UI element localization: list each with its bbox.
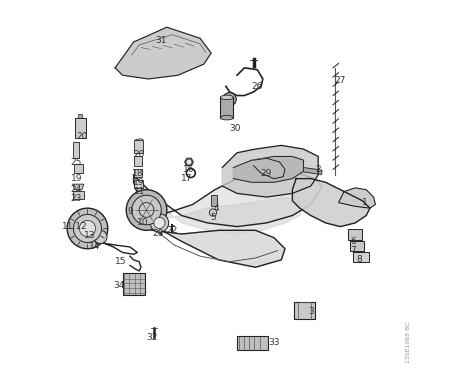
Text: 9: 9 (127, 207, 133, 217)
Bar (134, 140, 143, 153)
Text: 19: 19 (71, 174, 82, 183)
Bar (134, 180, 143, 188)
Text: 32: 32 (146, 333, 158, 342)
Text: 4: 4 (214, 203, 219, 213)
Ellipse shape (220, 115, 233, 120)
Text: 17: 17 (182, 174, 193, 183)
Circle shape (67, 208, 108, 249)
Text: 34: 34 (113, 281, 125, 290)
Text: 25: 25 (71, 157, 82, 167)
Bar (74, 164, 83, 173)
Text: 7: 7 (350, 246, 356, 255)
Circle shape (154, 217, 165, 228)
Text: 16: 16 (183, 165, 195, 174)
Circle shape (79, 220, 96, 237)
Circle shape (73, 214, 101, 243)
Polygon shape (254, 158, 285, 179)
Bar (220, 97, 233, 118)
Ellipse shape (220, 95, 233, 100)
Text: 15: 15 (115, 257, 127, 266)
Text: 13: 13 (83, 231, 95, 240)
Circle shape (150, 214, 169, 232)
Text: 13SE1068 BC: 13SE1068 BC (406, 322, 410, 363)
Polygon shape (145, 223, 285, 267)
Text: 30: 30 (229, 124, 241, 133)
Circle shape (126, 190, 167, 230)
Bar (73, 142, 79, 158)
Text: 19: 19 (133, 178, 145, 187)
Text: 11,12: 11,12 (62, 222, 87, 231)
Polygon shape (292, 179, 370, 227)
Circle shape (186, 159, 192, 165)
Polygon shape (222, 145, 318, 197)
Circle shape (223, 93, 236, 106)
Polygon shape (141, 182, 303, 234)
Text: 24: 24 (71, 185, 82, 194)
Text: 28: 28 (152, 230, 164, 238)
Polygon shape (73, 184, 84, 190)
Circle shape (210, 209, 217, 216)
Text: 14: 14 (89, 243, 100, 251)
Circle shape (94, 230, 107, 244)
Text: 27: 27 (335, 76, 346, 85)
Circle shape (139, 203, 154, 217)
Bar (353, 253, 369, 262)
Polygon shape (233, 157, 303, 182)
Text: 18: 18 (132, 169, 143, 177)
Text: 23: 23 (71, 195, 82, 203)
Bar (134, 169, 142, 177)
Text: 6: 6 (350, 237, 356, 246)
Bar (134, 157, 142, 166)
Bar (123, 273, 145, 295)
Text: 3: 3 (308, 307, 314, 316)
Text: 33: 33 (268, 339, 280, 347)
Bar (350, 241, 365, 251)
Bar (73, 191, 84, 199)
Text: 29: 29 (261, 169, 272, 177)
Text: 2: 2 (315, 165, 321, 174)
Text: 8: 8 (356, 255, 362, 264)
Circle shape (132, 195, 161, 225)
Polygon shape (338, 188, 375, 208)
Bar (74, 118, 86, 138)
Text: 20: 20 (76, 132, 88, 141)
Text: 5: 5 (210, 213, 216, 222)
Polygon shape (184, 158, 193, 166)
Text: 1: 1 (362, 198, 367, 207)
Polygon shape (134, 171, 322, 227)
Polygon shape (115, 27, 211, 79)
Bar (294, 302, 315, 319)
Text: 31: 31 (155, 36, 167, 45)
Bar (211, 195, 217, 206)
Bar (348, 229, 362, 240)
Text: 20: 20 (134, 150, 145, 159)
Bar (237, 336, 268, 350)
Text: 26: 26 (252, 82, 263, 91)
Text: 10: 10 (137, 218, 148, 227)
Text: 21: 21 (134, 187, 145, 196)
Text: 22: 22 (167, 226, 178, 235)
Bar (285, 165, 322, 174)
Bar (78, 114, 82, 118)
